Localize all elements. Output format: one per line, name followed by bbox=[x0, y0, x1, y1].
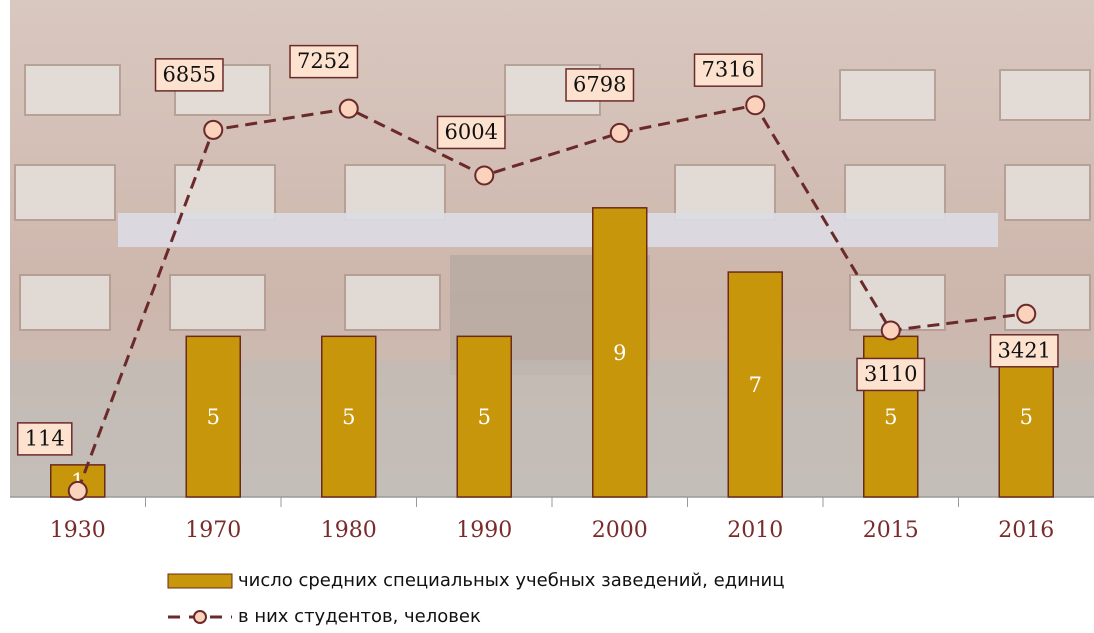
data-label-text: 6798 bbox=[573, 72, 626, 96]
data-label-text: 7252 bbox=[297, 49, 350, 73]
chart: 1930197019801990200020102015201615559755… bbox=[0, 0, 1094, 633]
data-label: 3110 bbox=[857, 358, 924, 390]
data-label: 6855 bbox=[156, 59, 223, 91]
legend-swatch bbox=[168, 574, 232, 588]
legend-label: число средних специальных учебных заведе… bbox=[238, 570, 785, 591]
bar-value-label: 5 bbox=[884, 405, 897, 429]
bar-value-label: 7 bbox=[749, 373, 762, 397]
legend-marker bbox=[194, 611, 206, 623]
line-marker bbox=[204, 121, 222, 139]
data-label-text: 6855 bbox=[163, 62, 216, 86]
x-tick-label: 2015 bbox=[863, 518, 919, 543]
data-label: 3421 bbox=[991, 335, 1058, 367]
x-tick-label: 1970 bbox=[185, 518, 241, 543]
bar-value-label: 5 bbox=[342, 405, 355, 429]
line-marker bbox=[1017, 305, 1035, 323]
line-marker bbox=[882, 321, 900, 339]
data-label-text: 114 bbox=[25, 426, 65, 450]
data-label: 114 bbox=[18, 423, 72, 455]
x-tick-label: 1930 bbox=[50, 518, 106, 543]
x-tick-label: 1990 bbox=[456, 518, 512, 543]
legend-label: в них студентов, человек bbox=[238, 606, 481, 627]
bar-value-label: 5 bbox=[478, 405, 491, 429]
bar-value-label: 5 bbox=[207, 405, 220, 429]
data-label: 7316 bbox=[695, 54, 762, 86]
x-tick-label: 2010 bbox=[727, 518, 783, 543]
bar-value-label: 5 bbox=[1020, 405, 1033, 429]
data-label: 7252 bbox=[290, 46, 357, 78]
data-label-text: 7316 bbox=[702, 58, 755, 82]
line-marker bbox=[340, 100, 358, 118]
bar-value-label: 9 bbox=[613, 341, 626, 365]
data-label-text: 6004 bbox=[445, 120, 498, 144]
x-tick-label: 2016 bbox=[998, 518, 1054, 543]
x-tick-label: 1980 bbox=[321, 518, 377, 543]
data-label: 6004 bbox=[438, 116, 505, 148]
data-label-text: 3110 bbox=[864, 362, 917, 386]
data-label: 6798 bbox=[566, 69, 633, 101]
line-marker bbox=[611, 124, 629, 142]
data-label-text: 3421 bbox=[998, 338, 1051, 362]
line-marker bbox=[69, 482, 87, 500]
line-marker bbox=[746, 96, 764, 114]
x-tick-label: 2000 bbox=[592, 518, 648, 543]
line-marker bbox=[475, 166, 493, 184]
